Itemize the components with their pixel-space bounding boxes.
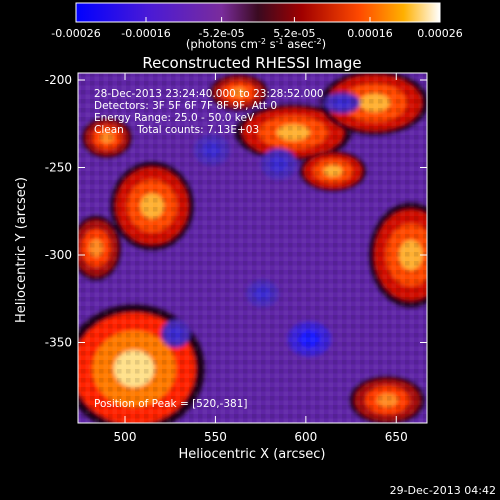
y-tick-label-0: -200 bbox=[45, 73, 72, 87]
annotation-time-range: 28-Dec-2013 23:24:40.000 to 23:28:52.000 bbox=[94, 88, 324, 100]
x-axis-tick-labels: 500 550 600 650 bbox=[114, 430, 408, 444]
colorbar-ticks bbox=[75, 17, 441, 22]
colorbar-tick-label-5: 0.00026 bbox=[417, 27, 463, 40]
colorbar-tick-label-4: 0.00016 bbox=[347, 27, 393, 40]
y-tick-label-2: -300 bbox=[45, 248, 72, 262]
y-axis-ticks bbox=[78, 79, 427, 343]
heatmap-image bbox=[78, 73, 427, 423]
plot-frame bbox=[77, 72, 428, 424]
y-axis-label: Heliocentric Y (arcsec) bbox=[14, 177, 29, 323]
chart-title: Reconstructed RHESSI Image bbox=[142, 54, 361, 72]
y-tick-label-3: -350 bbox=[45, 336, 72, 350]
x-tick-label-1: 550 bbox=[204, 430, 227, 444]
footer-timestamp: 29-Dec-2013 04:42 bbox=[390, 484, 496, 497]
colorbar-tick-labels: -0.00026 -0.00016 -5.2e-05 5.2e-05 0.00016 0.… bbox=[51, 27, 462, 40]
x-tick-label-3: 650 bbox=[385, 430, 408, 444]
annotation-clean: Clean Total counts: 7.13E+03 bbox=[94, 124, 259, 136]
annotation-detectors: Detectors: 3F 5F 6F 7F 8F 9F, Att 0 bbox=[94, 100, 277, 112]
colorbar-tick-label-2: -5.2e-05 bbox=[198, 27, 244, 40]
y-axis-tick-labels: -200 -250 -300 -350 bbox=[45, 73, 72, 350]
colorbar-tick-label-0: -0.00026 bbox=[51, 27, 100, 40]
colorbar-units: (photons cm-2 s-1 asec-2) bbox=[186, 37, 326, 51]
annotation-energy: Energy Range: 25.0 - 50.0 keV bbox=[94, 112, 255, 124]
y-tick-label-1: -250 bbox=[45, 161, 72, 175]
colorbar-tick-label-1: -0.00016 bbox=[121, 27, 170, 40]
x-tick-label-0: 500 bbox=[114, 430, 137, 444]
colorbar-tick-label-3: 5.2e-05 bbox=[273, 27, 315, 40]
annotation-peak: Position of Peak = [520,-381] bbox=[94, 398, 248, 410]
x-tick-label-2: 600 bbox=[294, 430, 317, 444]
colorbar bbox=[75, 2, 441, 23]
pixel-texture bbox=[78, 73, 427, 423]
x-axis-ticks bbox=[124, 73, 397, 423]
x-axis-label: Heliocentric X (arcsec) bbox=[179, 447, 326, 462]
